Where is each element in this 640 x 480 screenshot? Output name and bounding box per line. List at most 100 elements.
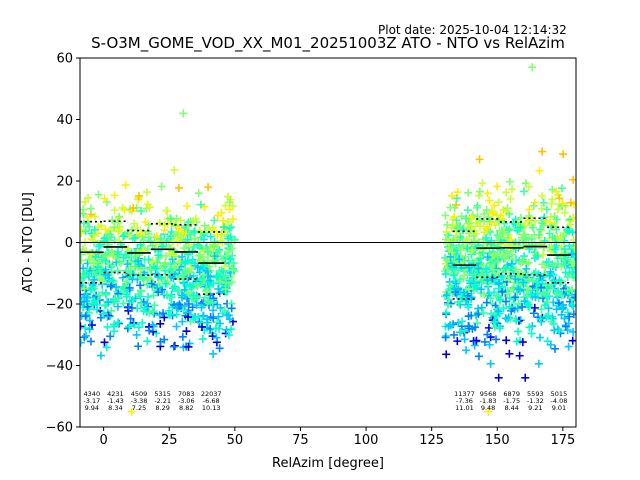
scatter-marker	[210, 216, 219, 225]
scatter-marker	[450, 213, 459, 222]
scatter-marker	[516, 223, 525, 232]
scatter-marker	[198, 271, 207, 280]
scatter-marker	[473, 319, 482, 328]
scatter-marker	[124, 244, 133, 253]
bin-mean-label: -1.83	[480, 397, 497, 405]
scatter-marker	[462, 214, 471, 223]
scatter-marker	[159, 309, 168, 318]
scatter-marker	[485, 217, 494, 226]
bin-mean-label: -1.43	[107, 397, 124, 405]
scatter-marker	[92, 305, 101, 314]
scatter-marker	[548, 233, 557, 242]
scatter-marker	[451, 234, 460, 243]
scatter-marker	[190, 259, 199, 268]
scatter-marker	[170, 269, 179, 278]
scatter-marker	[80, 228, 86, 237]
scatter-marker	[548, 185, 557, 194]
axes: 0 25 50 75 100 125 150 175 −60 −40 −20 0 20 40 60 RelAz…	[21, 52, 577, 471]
scatter-marker	[90, 275, 99, 284]
scatter-marker	[183, 201, 192, 210]
scatter-marker	[557, 250, 566, 259]
scatter-marker	[197, 319, 206, 328]
scatter-marker	[225, 205, 234, 214]
scatter-marker	[95, 291, 104, 300]
scatter-marker	[160, 226, 169, 235]
scatter-marker	[184, 288, 193, 297]
scatter-marker	[565, 241, 574, 250]
scatter-marker	[146, 237, 155, 246]
scatter-marker	[149, 307, 158, 316]
scatter-marker	[546, 340, 555, 349]
scatter-marker	[496, 211, 505, 220]
scatter-marker	[200, 228, 209, 237]
scatter-marker	[477, 285, 486, 294]
scatter-marker	[88, 321, 97, 330]
scatter-marker	[165, 293, 174, 302]
scatter-marker	[495, 216, 504, 225]
scatter-marker	[512, 316, 521, 325]
scatter-marker	[194, 312, 203, 321]
scatter-marker	[548, 195, 557, 204]
scatter-marker	[529, 269, 538, 278]
scatter-marker	[126, 314, 135, 323]
scatter-marker	[464, 219, 473, 228]
scatter-marker	[441, 270, 450, 279]
scatter-marker	[134, 256, 143, 265]
scatter-marker	[139, 236, 148, 245]
scatter-marker	[225, 255, 234, 264]
scatter-marker	[104, 298, 113, 307]
scatter-marker	[459, 288, 468, 297]
x-tick-label: 75	[292, 433, 309, 448]
scatter-marker	[565, 312, 574, 321]
scatter-marker	[567, 258, 576, 267]
bin-mean-label: -7.36	[456, 397, 473, 405]
scatter-marker	[184, 313, 193, 322]
scatter-marker	[545, 218, 554, 227]
scatter-marker	[87, 283, 96, 292]
scatter-marker	[145, 308, 154, 317]
scatter-marker	[511, 293, 520, 302]
scatter-marker	[154, 251, 163, 260]
scatter-marker	[485, 340, 494, 349]
x-axis-label: RelAzim [degree]	[272, 456, 384, 471]
scatter-marker	[482, 265, 491, 274]
scatter-marker	[464, 322, 473, 331]
scatter-marker	[538, 147, 547, 156]
scatter-marker	[485, 248, 494, 257]
scatter-marker	[443, 220, 452, 229]
scatter-marker	[161, 258, 170, 267]
scatter-marker	[524, 258, 533, 267]
scatter-marker	[156, 337, 165, 346]
scatter-marker	[80, 297, 86, 306]
scatter-marker	[550, 245, 559, 254]
scatter-marker	[483, 189, 492, 198]
scatter-marker	[80, 293, 89, 302]
bin-count-label: 5593	[527, 390, 544, 398]
scatter-marker	[513, 218, 522, 227]
bin-std-label: 9.21	[528, 404, 542, 412]
scatter-marker	[448, 264, 457, 273]
scatter-marker	[203, 247, 212, 256]
bin-count-label: 22037	[201, 390, 222, 398]
scatter-marker	[175, 232, 184, 241]
scatter-marker	[480, 290, 489, 299]
scatter-marker	[84, 255, 93, 264]
scatter-marker	[452, 194, 461, 203]
scatter-marker	[108, 216, 117, 225]
scatter-marker	[156, 234, 165, 243]
scatter-marker	[137, 265, 146, 274]
scatter-marker	[227, 304, 236, 313]
scatter-marker	[571, 293, 576, 302]
scatter-marker	[216, 236, 225, 245]
y-tick-label: 40	[56, 113, 73, 128]
scatter-marker	[494, 307, 503, 316]
scatter-marker	[501, 314, 510, 323]
scatter-marker	[86, 204, 95, 213]
scatter-marker	[560, 208, 569, 217]
scatter-marker	[531, 293, 540, 302]
scatter-marker	[178, 293, 187, 302]
scatter-marker	[537, 283, 546, 292]
scatter-marker	[175, 265, 184, 274]
scatter-marker	[119, 253, 128, 262]
